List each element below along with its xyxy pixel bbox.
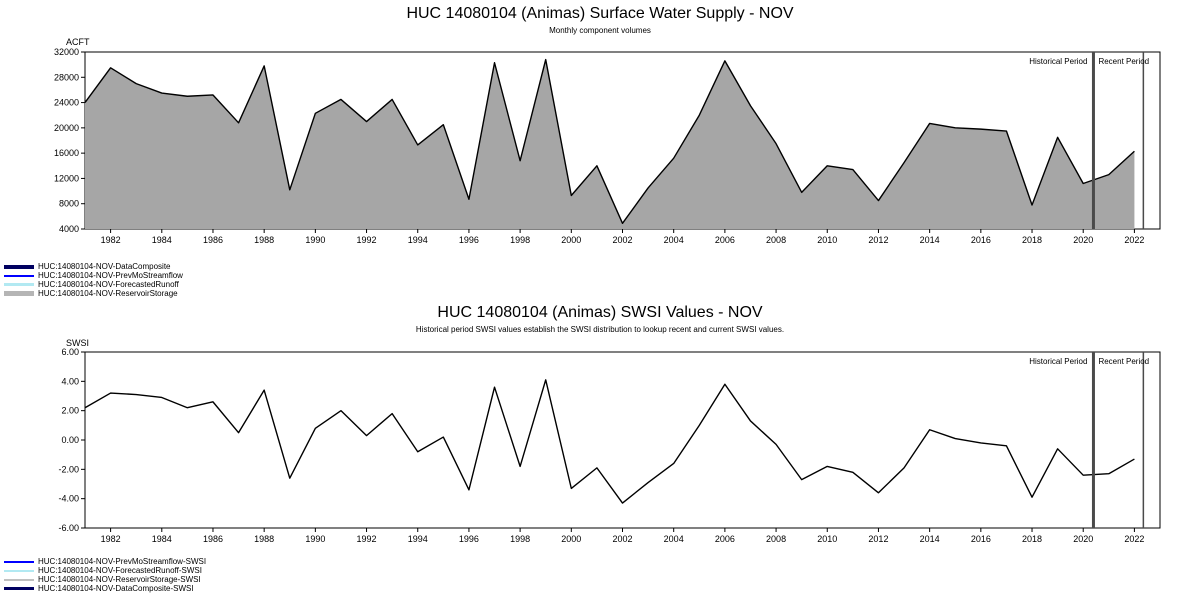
supply-chart-subtitle: Monthly component volumes [549,26,651,35]
x-tick-label: 2014 [920,534,940,544]
y-tick-label: 12000 [54,173,79,183]
legend-item: HUC:14080104-NOV-ForecastedRunoff-SWSI [4,566,206,575]
series-line-1 [84,379,1135,504]
historical-period-label: Historical Period [1029,57,1087,66]
x-tick-label: 2006 [715,235,735,245]
plot-border [84,351,1161,529]
x-tick-label: 1990 [305,235,325,245]
x-tick-label: 1994 [408,235,428,245]
x-tick-label: 2010 [817,534,837,544]
x-tick-label: 1986 [203,235,223,245]
x-tick-label: 1988 [254,235,274,245]
legend-item: HUC:14080104-NOV-DataComposite-SWSI [4,584,206,593]
series-line-0 [84,58,1135,225]
legend-item-label: HUC:14080104-NOV-ReservoirStorage [38,289,178,298]
x-tick-label: 1992 [357,235,377,245]
swsi-legend: HUC:14080104-NOV-PrevMoStreamflow-SWSI HU… [4,557,206,593]
legend-color-swatch [4,274,34,277]
legend-item-label: HUC:14080104-NOV-ForecastedRunoff [38,280,179,289]
legend-item: HUC:14080104-NOV-PrevMoStreamflow [4,271,183,280]
x-tick-label: 2002 [612,534,632,544]
x-tick-label: 2000 [561,534,581,544]
y-tick-label: 16000 [54,148,79,158]
recent-period-label: Recent Period [1098,357,1149,366]
supply-chart-title: HUC 14080104 (Animas) Surface Water Supp… [406,5,794,22]
x-tick-label: 1994 [408,534,428,544]
x-tick-label: 1984 [152,534,172,544]
y-tick-label: 0.00 [61,435,79,445]
y-tick-label: 4000 [59,224,79,234]
x-tick-label: 2006 [715,534,735,544]
y-tick-label: 28000 [54,72,79,82]
legend-color-swatch [4,578,34,581]
x-tick-label: 2004 [664,235,684,245]
legend-color-swatch [4,569,34,572]
x-tick-label: 1984 [152,235,172,245]
x-tick-label: 1998 [510,534,530,544]
x-tick-label: 2018 [1022,235,1042,245]
x-tick-label: 2012 [868,235,888,245]
legend-color-swatch [4,587,34,590]
x-tick-label: 2000 [561,235,581,245]
swsi-chart-title: HUC 14080104 (Animas) SWSI Values - NOV [437,304,763,321]
legend-item: HUC:14080104-NOV-ReservoirStorage [4,289,183,298]
x-tick-label: 1990 [305,534,325,544]
legend-item: HUC:14080104-NOV-ReservoirStorage-SWSI [4,575,206,584]
x-tick-label: 2012 [868,534,888,544]
x-tick-label: 1998 [510,235,530,245]
x-tick-label: 2008 [766,534,786,544]
legend-item: HUC:14080104-NOV-DataComposite [4,262,183,271]
legend-item-label: HUC:14080104-NOV-DataComposite [38,262,171,271]
x-tick-label: 2022 [1124,235,1144,245]
historical-period-label: Historical Period [1029,357,1087,366]
legend-item-label: HUC:14080104-NOV-PrevMoStreamflow [38,271,183,280]
recent-period-label: Recent Period [1098,57,1149,66]
x-tick-label: 1982 [101,235,121,245]
series-area-0 [85,59,1135,230]
x-tick-label: 2020 [1073,235,1093,245]
y-tick-label: 6.00 [61,347,79,357]
x-tick-label: 1992 [357,534,377,544]
y-tick-label: 20000 [54,123,79,133]
legend-item-label: HUC:14080104-NOV-ForecastedRunoff-SWSI [38,566,202,575]
legend-color-swatch [4,291,34,296]
x-tick-label: 2008 [766,235,786,245]
x-tick-label: 2002 [612,235,632,245]
x-tick-label: 2010 [817,235,837,245]
y-tick-label: 4.00 [61,376,79,386]
legend-item: HUC:14080104-NOV-ForecastedRunoff [4,280,183,289]
x-tick-label: 2022 [1124,534,1144,544]
x-tick-label: 2014 [920,235,940,245]
y-tick-label: 2.00 [61,406,79,416]
legend-item-label: HUC:14080104-NOV-DataComposite-SWSI [38,584,194,593]
legend-item: HUC:14080104-NOV-PrevMoStreamflow-SWSI [4,557,206,566]
x-tick-label: 1996 [459,235,479,245]
y-tick-label: -4.00 [58,494,79,504]
x-tick-label: 1988 [254,534,274,544]
legend-color-swatch [4,560,34,563]
supply-y-axis-label: ACFT [66,37,90,47]
legend-color-swatch [4,264,34,269]
supply-legend: HUC:14080104-NOV-DataComposite HUC:140801… [4,262,183,298]
y-tick-label: -2.00 [58,464,79,474]
y-tick-label: 32000 [54,47,79,57]
x-tick-label: 2004 [664,534,684,544]
swsi-y-axis-label: SWSI [66,338,90,348]
x-tick-label: 1982 [101,534,121,544]
x-tick-label: 2018 [1022,534,1042,544]
y-tick-label: -6.00 [58,523,79,533]
x-tick-label: 2016 [971,534,991,544]
x-tick-label: 1996 [459,534,479,544]
legend-item-label: HUC:14080104-NOV-PrevMoStreamflow-SWSI [38,557,207,566]
swsi-chart-subtitle: Historical period SWSI values establish … [415,325,785,334]
y-tick-label: 8000 [59,199,79,209]
legend-item-label: HUC:14080104-NOV-ReservoirStorage-SWSI [38,575,201,584]
x-tick-label: 2020 [1073,534,1093,544]
x-tick-label: 1986 [203,534,223,544]
y-tick-label: 24000 [54,98,79,108]
legend-color-swatch [4,283,34,286]
x-tick-label: 2016 [971,235,991,245]
